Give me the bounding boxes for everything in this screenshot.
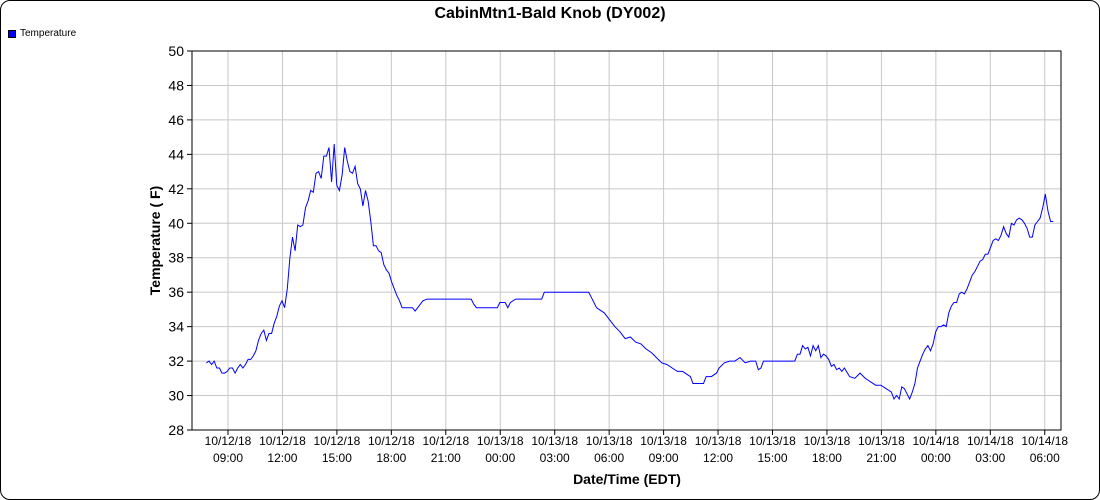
- x-tick-label-date: 10/14/18: [1021, 434, 1068, 448]
- y-tick-label: 34: [168, 319, 184, 335]
- grid-lines: [192, 50, 1061, 431]
- y-tick-label: 38: [168, 250, 184, 266]
- x-tick-label-time: 09:00: [649, 451, 679, 465]
- y-tick-label: 40: [168, 215, 184, 231]
- legend: Temperature: [8, 28, 76, 39]
- plot-area-border: [191, 50, 1062, 431]
- x-tick-label-time: 21:00: [866, 451, 896, 465]
- x-tick-label-time: 15:00: [322, 451, 352, 465]
- y-tick-label: 36: [168, 284, 184, 300]
- x-axis-ticks: 10/12/18 09:00 10/12/18 12:00 10/12/18 15:00 1…: [205, 430, 1068, 465]
- x-tick-label-date: 10/13/18: [586, 434, 633, 448]
- series-group: [206, 143, 1054, 401]
- x-tick-label-date: 10/13/18: [804, 434, 851, 448]
- y-tick-label: 44: [168, 146, 184, 162]
- y-tick-label: 46: [168, 112, 184, 128]
- chart-title: CabinMtn1-Bald Knob (DY002): [434, 5, 666, 22]
- y-tick-label: 50: [168, 43, 184, 59]
- x-tick-label-date: 10/13/18: [531, 434, 578, 448]
- y-tick-label: 28: [168, 422, 184, 438]
- x-tick-label-date: 10/12/18: [422, 434, 469, 448]
- x-tick-label-time: 09:00: [213, 451, 243, 465]
- x-tick-label-time: 00:00: [485, 451, 515, 465]
- x-tick-label-time: 15:00: [757, 451, 787, 465]
- x-tick-label-date: 10/12/18: [368, 434, 415, 448]
- x-tick-label-time: 03:00: [540, 451, 570, 465]
- x-tick-label-date: 10/13/18: [477, 434, 524, 448]
- x-tick-label-time: 18:00: [812, 451, 842, 465]
- x-tick-label-date: 10/12/18: [205, 434, 252, 448]
- x-tick-label-date: 10/14/18: [912, 434, 959, 448]
- x-axis-title: Date/Time (EDT): [573, 471, 681, 487]
- y-axis-ticks: 28 30 32 34 36 38 40 42 44 46 48 50: [168, 43, 192, 438]
- series-line-temperature: [206, 143, 1054, 401]
- x-tick-label-date: 10/13/18: [640, 434, 687, 448]
- x-tick-label-date: 10/12/18: [314, 434, 361, 448]
- y-tick-label: 32: [168, 353, 184, 369]
- x-tick-label-date: 10/13/18: [858, 434, 905, 448]
- x-tick-label-time: 06:00: [1030, 451, 1060, 465]
- x-tick-label-date: 10/13/18: [695, 434, 742, 448]
- x-tick-label-time: 12:00: [703, 451, 733, 465]
- x-tick-label-time: 03:00: [975, 451, 1005, 465]
- x-tick-label-time: 12:00: [267, 451, 297, 465]
- x-tick-label-date: 10/13/18: [749, 434, 796, 448]
- legend-label-temperature: Temperature: [20, 28, 77, 39]
- legend-swatch-temperature: [8, 29, 16, 38]
- x-tick-label-date: 10/14/18: [967, 434, 1014, 448]
- y-tick-label: 48: [168, 77, 184, 93]
- x-tick-label-time: 21:00: [431, 451, 461, 465]
- x-tick-label-time: 18:00: [376, 451, 406, 465]
- x-tick-label-time: 00:00: [921, 451, 951, 465]
- x-tick-label-time: 06:00: [594, 451, 624, 465]
- x-tick-label-date: 10/12/18: [259, 434, 306, 448]
- y-tick-label: 30: [168, 388, 184, 404]
- y-tick-label: 42: [168, 181, 184, 197]
- y-axis-title: Temperature ( F): [147, 186, 163, 295]
